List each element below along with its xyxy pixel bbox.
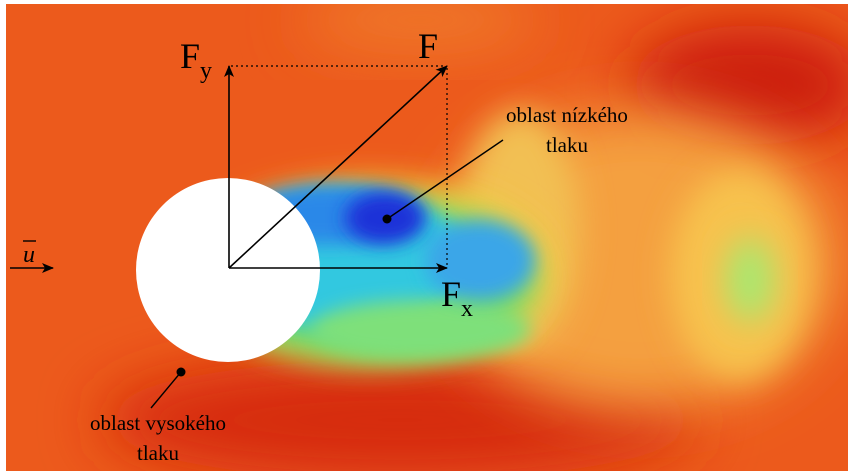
- high-pressure-leader: [150, 371, 182, 409]
- resultant-arrow: [228, 65, 448, 269]
- low-pressure-dot: [382, 214, 392, 224]
- high-pressure-label-line1: oblast vysokého: [90, 411, 226, 435]
- label-fx-main: F: [441, 274, 461, 314]
- force-vectors: [10, 65, 504, 409]
- label-fy: Fy: [180, 36, 212, 84]
- label-u: u: [23, 242, 35, 268]
- high-pressure-label-line2: tlaku: [137, 441, 179, 465]
- low-pressure-label-line2: tlaku: [546, 133, 588, 157]
- low-pressure-label-line1: oblast nízkého: [506, 103, 628, 127]
- low-pressure-leader: [386, 139, 504, 220]
- wake-green-lower: [310, 300, 530, 360]
- wake-green-right: [726, 238, 774, 322]
- low-pressure-edge-top: [300, 4, 540, 50]
- label-fx-sub: x: [461, 296, 473, 322]
- label-fy-sub: y: [200, 58, 212, 84]
- cylinder: [136, 178, 320, 362]
- label-fx: Fx: [441, 274, 473, 322]
- wake-blue-right: [425, 220, 535, 300]
- label-fy-main: F: [180, 36, 200, 76]
- high-pressure-dot: [176, 367, 186, 377]
- label-f: F: [418, 26, 438, 66]
